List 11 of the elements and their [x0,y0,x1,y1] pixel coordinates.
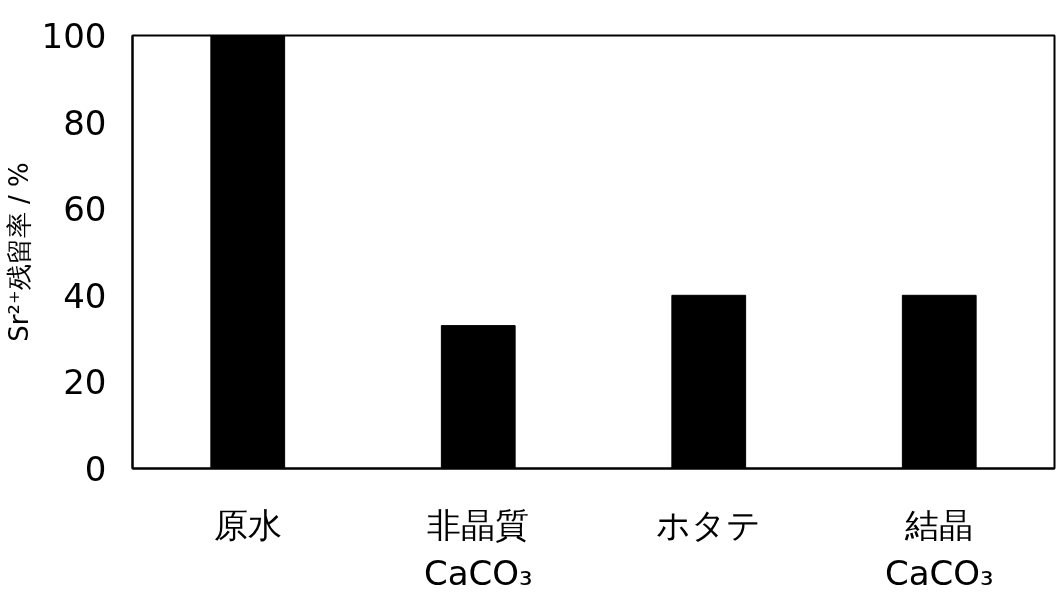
y-tick-label: 100 [41,16,107,56]
y-tick-label: 20 [63,362,107,403]
x-tick-label: ホタテ [656,504,762,545]
y-tick-label: 0 [84,449,107,489]
x-tick-label: 結晶 CaCO₃ [884,504,994,593]
y-axis-title: Sr²⁺残留率 / % [3,162,34,342]
y-tick-label: 80 [63,102,107,143]
x-tick-label: 非晶質 CaCO₃ [423,504,533,593]
y-tick-label: 60 [63,189,107,230]
x-tick-label: 原水 [213,504,282,545]
y-tick-label: 40 [63,275,107,316]
